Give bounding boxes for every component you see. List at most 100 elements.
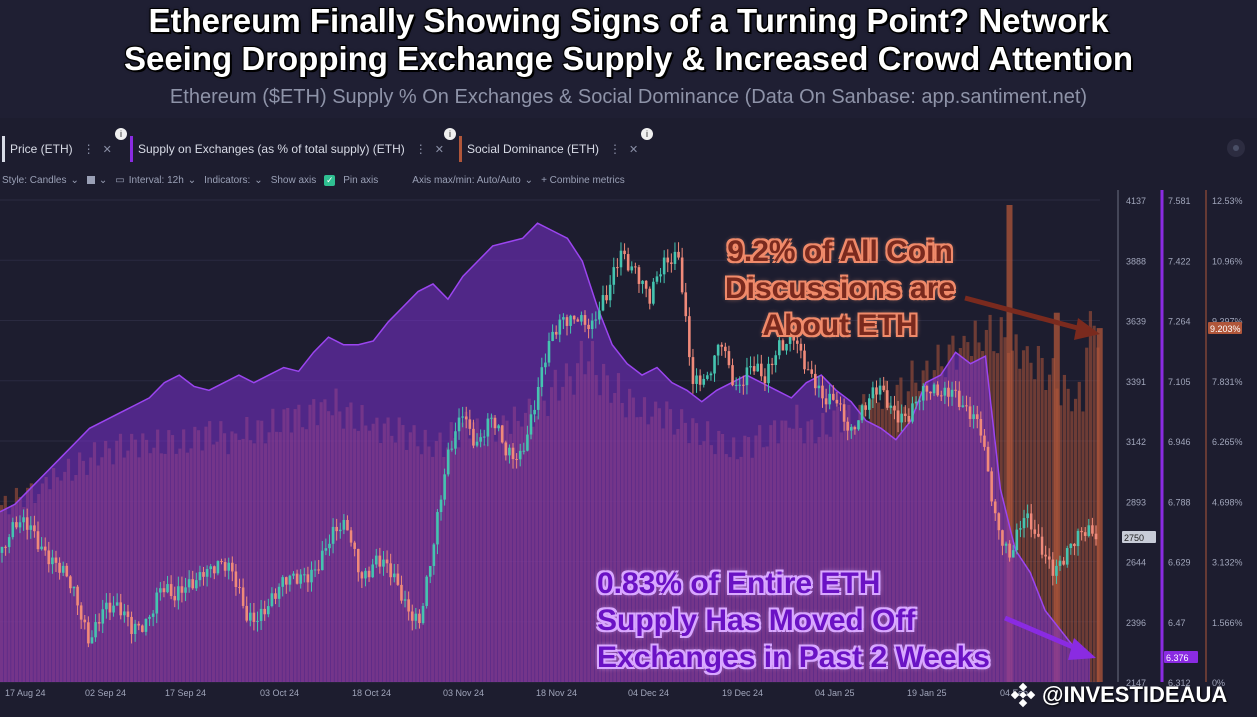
candle-body — [605, 295, 608, 301]
candle-body — [418, 613, 421, 624]
candle-body — [15, 522, 18, 528]
candle-body — [526, 434, 529, 451]
close-icon[interactable]: ✕ — [434, 143, 445, 156]
annotation-line: Discussions are — [724, 272, 956, 305]
social-spike-bar — [1006, 205, 1013, 682]
candle-body — [785, 343, 788, 351]
close-icon[interactable]: ✕ — [629, 143, 639, 156]
candle-body — [734, 384, 738, 386]
candle-body — [144, 618, 148, 632]
candle-body — [731, 365, 734, 386]
candle-body — [195, 580, 198, 589]
style-select[interactable]: Style: Candles ⌄ — [2, 175, 83, 186]
candle-body — [234, 571, 238, 588]
more-icon[interactable]: ⋮ — [82, 142, 95, 156]
candle-body — [558, 319, 562, 335]
tab-social-dominance[interactable]: Social Dominance (ETH) ⋮ ✕ i — [459, 128, 653, 162]
candle-body — [249, 612, 252, 621]
candle-body — [814, 373, 817, 389]
candle-body — [126, 611, 130, 617]
info-icon[interactable]: i — [115, 128, 127, 140]
candle-body — [472, 428, 475, 446]
price-current-badge-bg — [1122, 530, 1156, 543]
candle-body — [601, 295, 605, 311]
social-bar — [1062, 374, 1066, 682]
show-axis-label: Show axis — [270, 174, 317, 186]
candle-body — [328, 543, 331, 549]
candle-body — [112, 605, 115, 613]
candle-body — [1087, 525, 1091, 536]
candle-body — [990, 471, 993, 502]
chart-area[interactable]: 4137 3888 3639 3391 3142 2893 2644 2396 2147 7.58… — [0, 190, 1257, 717]
x-tick-label: 18 Oct 24 — [352, 688, 391, 698]
tab-supply-on-exchanges[interactable]: Supply on Exchanges (as % of total suppl… — [130, 128, 456, 162]
arrowhead-social — [1074, 318, 1100, 340]
more-icon[interactable]: ⋮ — [609, 142, 622, 156]
price-tick-label: 2644 — [1126, 558, 1146, 568]
tab-price[interactable]: Price (ETH) ⋮ ✕ i — [2, 128, 127, 162]
candle-body — [61, 565, 65, 573]
candle-body — [749, 366, 752, 368]
tab-label: Social Dominance (ETH) — [467, 142, 600, 156]
candle-body — [180, 586, 184, 593]
candle-body — [1083, 532, 1087, 536]
axis-maxmin-select[interactable]: Axis max/min: Auto/Auto ⌄ — [412, 175, 537, 186]
title-line-1: Ethereum Finally Showing Signs of a Turn… — [148, 2, 1109, 39]
candle-body — [25, 517, 29, 530]
candle-body — [1062, 560, 1065, 565]
candle-body — [644, 280, 648, 289]
chevron-down-icon: ⌄ — [70, 174, 79, 186]
candle-body — [324, 548, 328, 551]
candle-body — [727, 351, 731, 366]
info-icon[interactable]: i — [641, 128, 653, 140]
pin-axis-toggle[interactable]: Pin axis — [343, 175, 382, 186]
candle-body — [972, 414, 975, 419]
candle-body — [155, 592, 159, 614]
candle-body — [454, 431, 457, 449]
candle-body — [986, 446, 990, 472]
candle-body — [738, 384, 742, 386]
social-current-badge-bg — [1208, 321, 1242, 334]
candle-body — [770, 363, 774, 366]
candle-body — [353, 542, 356, 549]
candle-body — [267, 606, 270, 615]
supply-tick-label: 6.629 — [1168, 558, 1191, 568]
candle-body — [594, 319, 598, 321]
candle-body — [590, 320, 594, 330]
candle-body — [191, 579, 195, 589]
candle-body — [446, 449, 450, 475]
candle-body — [702, 378, 706, 385]
check-icon[interactable]: ✓ — [324, 174, 336, 186]
candle-body — [580, 315, 583, 322]
candle-body — [331, 526, 335, 544]
candle-body — [497, 425, 500, 429]
indicators-select[interactable]: Indicators: ⌄ — [204, 175, 267, 186]
candle-body — [716, 344, 720, 356]
show-axis-toggle[interactable]: Show axis ✓ — [270, 174, 340, 186]
candle-body — [914, 401, 918, 404]
color-select[interactable]: ⌄ — [86, 175, 111, 186]
more-icon[interactable]: ⋮ — [414, 142, 427, 156]
social-tick-label: 3.132% — [1212, 558, 1243, 568]
combine-metrics-button[interactable]: + Combine metrics — [541, 175, 629, 186]
candle-body — [540, 367, 544, 387]
candle-body — [115, 602, 119, 606]
candle-body — [943, 387, 947, 396]
tab-color-bar — [130, 136, 133, 162]
chevron-down-icon: ⌄ — [254, 174, 263, 186]
candle-body — [688, 316, 691, 358]
social-bar — [1040, 357, 1044, 682]
candle-body — [1091, 525, 1094, 534]
info-icon[interactable]: i — [444, 128, 456, 140]
candle-body — [130, 616, 133, 634]
social-bar — [1014, 334, 1018, 682]
candle-body — [871, 387, 875, 399]
supply-tick-label: 7.264 — [1168, 317, 1191, 327]
candle-body — [461, 416, 464, 418]
close-icon[interactable]: ✕ — [102, 143, 112, 156]
candle-body — [241, 587, 245, 606]
settings-icon[interactable] — [1227, 139, 1245, 157]
interval-select[interactable]: ▭ Interval: 12h ⌄ — [115, 175, 200, 186]
candle-body — [1037, 533, 1040, 537]
candle-body — [860, 405, 864, 421]
